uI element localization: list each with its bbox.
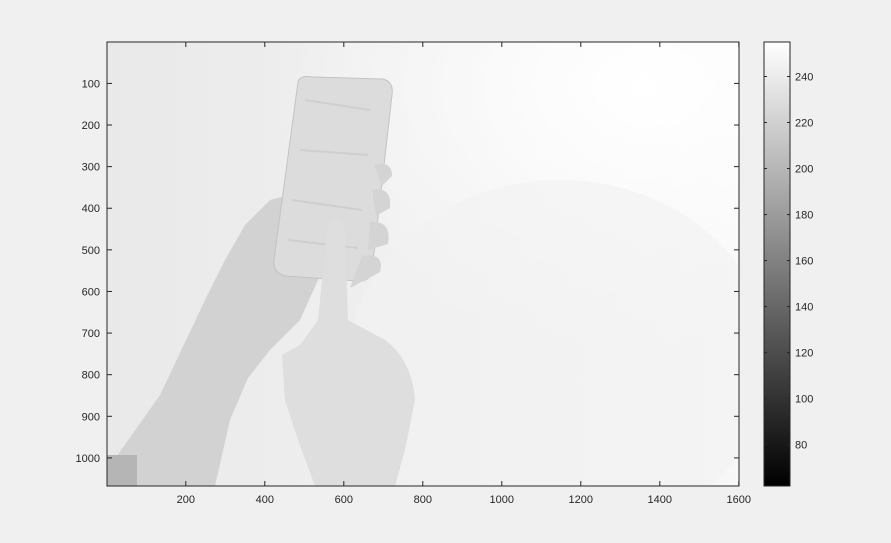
colorbar (764, 42, 790, 486)
x-tick-label: 200 (177, 494, 195, 506)
x-tick-label: 800 (414, 494, 432, 506)
x-axis-ticks: 200 400 600 800 1000 1200 1400 1600 (177, 42, 751, 506)
y-tick-label: 700 (82, 328, 100, 340)
right-hand-shape (282, 217, 415, 486)
x-tick-label: 1200 (569, 494, 593, 506)
colorbar-tick-label: 180 (795, 210, 813, 222)
colorbar-tick-label: 120 (795, 348, 813, 360)
colorbar-tick-label: 80 (795, 440, 807, 452)
x-tick-label: 1600 (727, 494, 751, 506)
x-tick-label: 1000 (490, 494, 514, 506)
y-tick-label: 900 (82, 411, 100, 423)
colorbar-tick-label: 220 (795, 118, 813, 130)
colorbar-tick-label: 100 (795, 394, 813, 406)
y-tick-label: 500 (82, 245, 100, 257)
y-tick-label: 300 (82, 162, 100, 174)
x-tick-label: 400 (256, 494, 274, 506)
y-tick-label: 200 (82, 120, 100, 132)
y-tick-label: 600 (82, 286, 100, 298)
x-tick-label: 600 (335, 494, 353, 506)
y-tick-label: 1000 (76, 453, 100, 465)
colorbar-tick-label: 240 (795, 72, 813, 84)
colorbar-tick-label: 140 (795, 302, 813, 314)
y-tick-label: 400 (82, 203, 100, 215)
colorbar-tick-label: 200 (795, 164, 813, 176)
y-axis-ticks: 100 200 300 400 500 600 700 800 900 1000 (76, 78, 739, 465)
grayscale-image (107, 42, 739, 486)
y-tick-label: 100 (82, 78, 100, 90)
colorbar-ticks: 80 100 120 140 160 180 200 220 240 (764, 72, 813, 452)
y-tick-label: 800 (82, 370, 100, 382)
x-tick-label: 1400 (648, 494, 672, 506)
colorbar-tick-label: 160 (795, 256, 813, 268)
